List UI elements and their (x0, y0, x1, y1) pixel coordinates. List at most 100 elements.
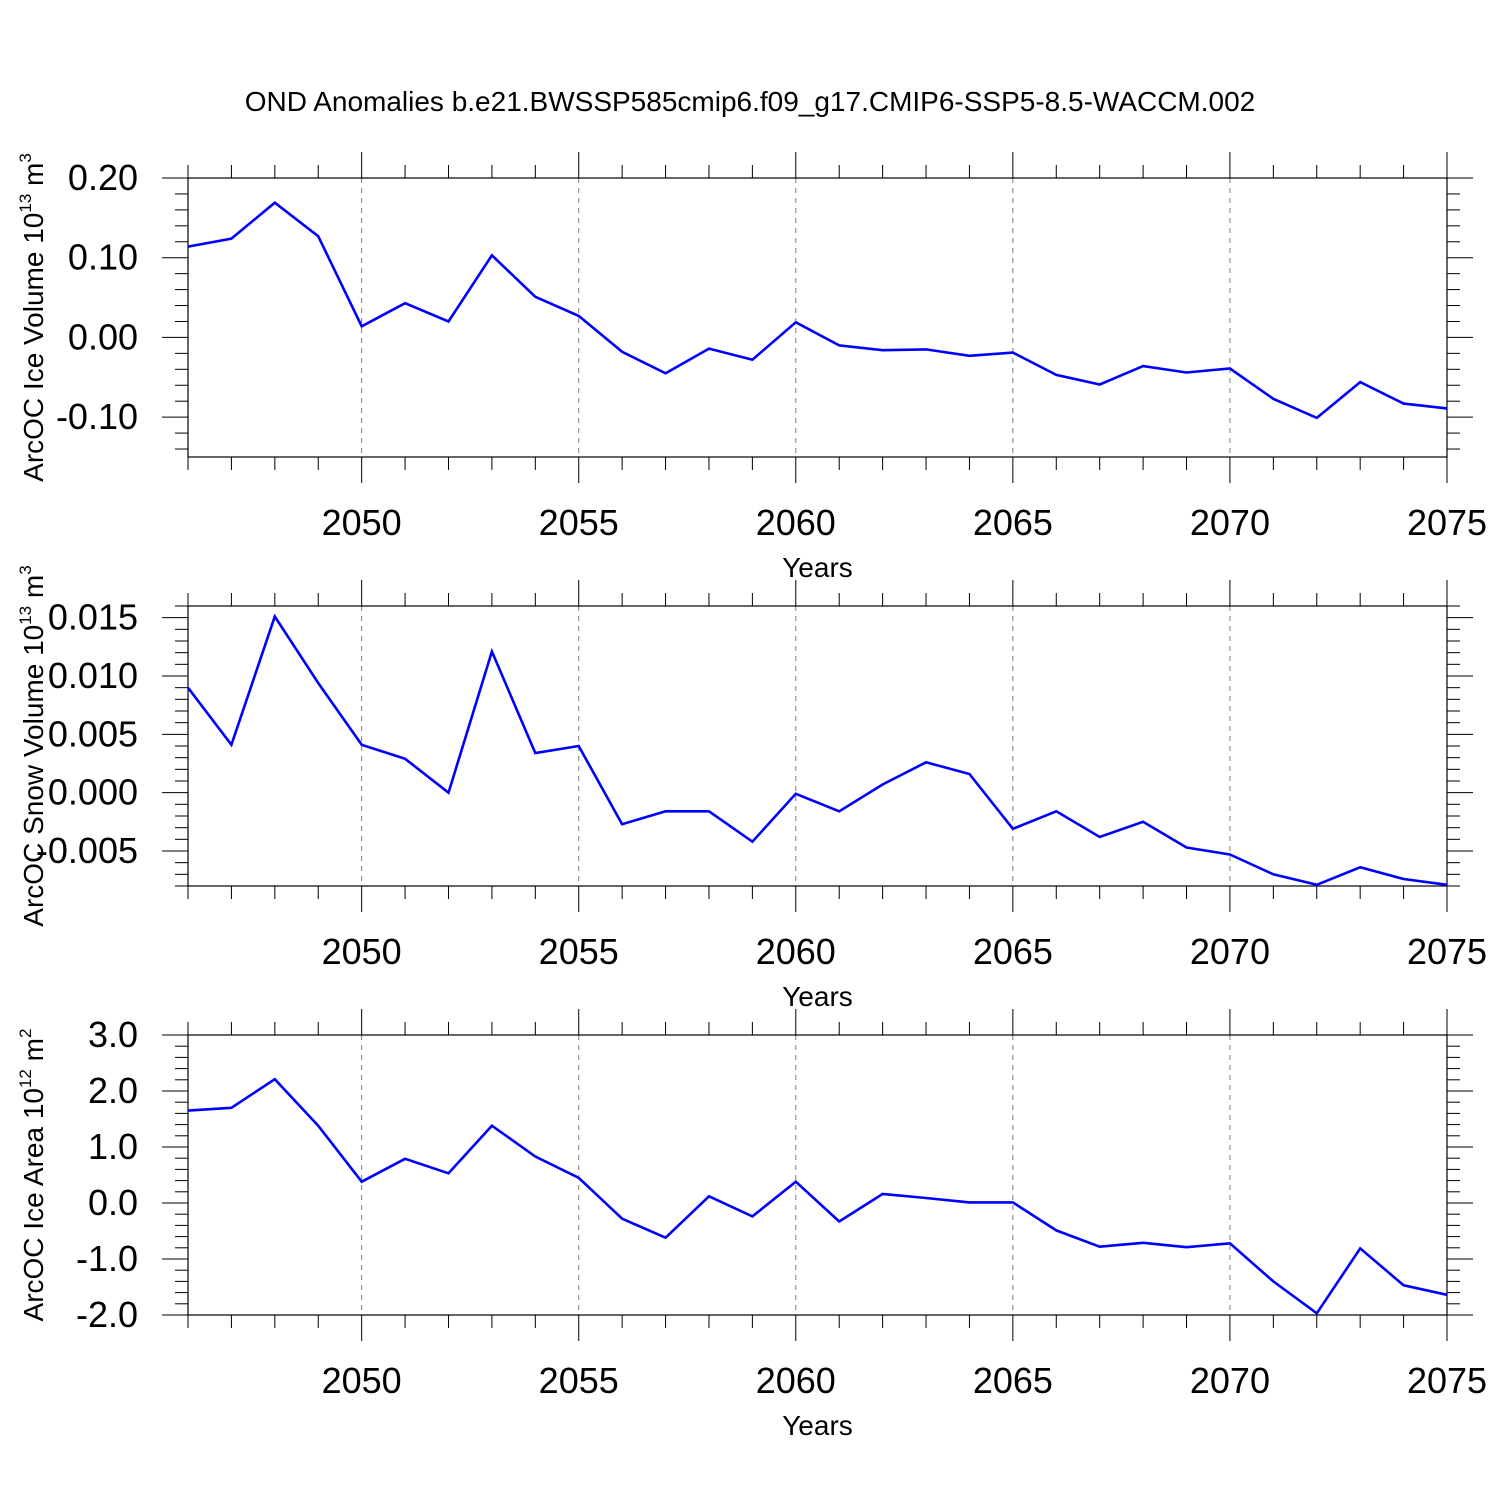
data-point (490, 253, 494, 257)
data-point (1315, 1311, 1319, 1315)
data-point (490, 650, 494, 654)
data-point (837, 343, 841, 347)
data-point (620, 1217, 624, 1221)
y-axis-title: ArcOC Ice Area 1012 m2 (16, 1029, 49, 1322)
chart-title: OND Anomalies b.e21.BWSSP585cmip6.f09_g1… (245, 86, 1256, 117)
data-point (924, 760, 928, 764)
y-axis-title-exponent: 13 (16, 606, 35, 625)
y-tick-label: -0.005 (36, 830, 138, 871)
data-point (664, 809, 668, 813)
data-point (837, 1219, 841, 1223)
y-axis-title-unit: m (18, 163, 49, 194)
y-axis-title-exponent: 12 (16, 1069, 35, 1088)
data-point (186, 686, 190, 690)
data-point (577, 744, 581, 748)
x-tick-label: 2050 (322, 502, 402, 543)
data-point (446, 319, 450, 323)
x-tick-label: 2055 (539, 931, 619, 972)
data-point (1141, 364, 1145, 368)
data-point (1054, 373, 1058, 377)
data-point (1358, 865, 1362, 869)
panel-2: 0.015 0.010 0.005 0.000 -0.005 2050 2055 2060 20… (16, 565, 1487, 1012)
data-point (229, 237, 233, 241)
y-axis-title-unit-exponent: 2 (16, 1029, 35, 1038)
data-point (924, 1196, 928, 1200)
y-axis-title-unit: m (18, 575, 49, 606)
y-tick-label: 0.010 (48, 655, 138, 696)
data-point (273, 615, 277, 619)
x-tick-label: 2065 (973, 1360, 1053, 1401)
x-axis-title: Years (782, 552, 853, 583)
data-point (490, 1124, 494, 1128)
data-point (1185, 371, 1189, 375)
data-point (360, 743, 364, 747)
data-point (1358, 380, 1362, 384)
data-point (1271, 1279, 1275, 1283)
x-axis-title: Years (782, 1410, 853, 1441)
data-point (1098, 835, 1102, 839)
data-point (1271, 872, 1275, 876)
data-point (1011, 1200, 1015, 1204)
y-axis-title-prefix: ArcOC Ice Area 10 (18, 1088, 49, 1321)
data-point (1315, 416, 1319, 420)
data-point (750, 840, 754, 844)
x-tick-label: 2055 (539, 502, 619, 543)
y-axis-title: ArcOC Snow Volume 1013 m3 (16, 565, 49, 926)
data-point (1141, 820, 1145, 824)
panel-3: 3.0 2.0 1.0 0.0 -1.0 -2.0 2050 2055 2060 2065 2070… (16, 1009, 1487, 1441)
data-point (533, 751, 537, 755)
data-point (273, 201, 277, 205)
data-point (967, 354, 971, 358)
x-tick-label: 2070 (1190, 1360, 1270, 1401)
data-point (316, 681, 320, 685)
data-point (1358, 1246, 1362, 1250)
data-point (403, 301, 407, 305)
panel-1: 0.20 0.10 0.00 -0.10 2050 2055 2060 2065 2070 207… (16, 152, 1487, 583)
data-point (1185, 846, 1189, 850)
x-tick-label: 2050 (322, 1360, 402, 1401)
data-point (1402, 402, 1406, 406)
data-point (1141, 1241, 1145, 1245)
data-point (403, 757, 407, 761)
data-point (750, 1214, 754, 1218)
data-point (186, 245, 190, 249)
y-axis-title: ArcOC Ice Volume 1013 m3 (16, 153, 49, 482)
data-point (967, 772, 971, 776)
y-tick-label: -0.10 (56, 396, 138, 437)
y-axis-title-unit-exponent: 3 (16, 153, 35, 162)
data-point (707, 347, 711, 351)
x-tick-label: 2075 (1407, 502, 1487, 543)
data-point (881, 1192, 885, 1196)
y-tick-label: -1.0 (76, 1238, 138, 1279)
data-point (1185, 1245, 1189, 1249)
data-point (316, 234, 320, 238)
series-line (187, 201, 1448, 420)
x-tick-label: 2075 (1407, 1360, 1487, 1401)
data-point (577, 1176, 581, 1180)
data-point (1054, 1228, 1058, 1232)
data-point (924, 347, 928, 351)
data-point (1228, 1241, 1232, 1245)
data-point (1402, 877, 1406, 881)
data-point (1315, 883, 1319, 887)
data-point (533, 1155, 537, 1159)
data-point (750, 358, 754, 362)
data-point (1228, 853, 1232, 857)
x-tick-label: 2070 (1190, 502, 1270, 543)
data-point (1011, 827, 1015, 831)
y-axis-title-exponent: 13 (16, 194, 35, 213)
data-point (707, 809, 711, 813)
x-tick-label: 2065 (973, 502, 1053, 543)
y-tick-label: 0.0 (88, 1182, 138, 1223)
data-point (794, 320, 798, 324)
x-tick-label: 2060 (756, 502, 836, 543)
y-axis-title-prefix: ArcOC Snow Volume 10 (18, 625, 49, 927)
data-point (1228, 367, 1232, 371)
data-point (403, 1157, 407, 1161)
y-tick-label: 2.0 (88, 1070, 138, 1111)
y-tick-label: 0.005 (48, 713, 138, 754)
plot-frame (187, 605, 1448, 887)
series-line (186, 613, 1448, 887)
data-point (664, 1236, 668, 1240)
